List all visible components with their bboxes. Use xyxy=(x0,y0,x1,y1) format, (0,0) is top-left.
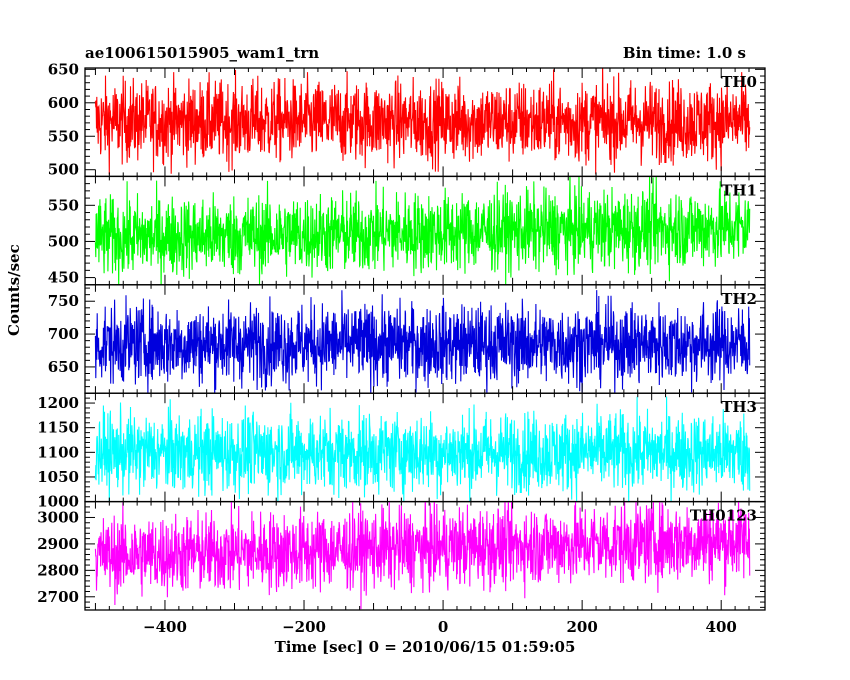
y-tick-label: 550 xyxy=(48,127,79,145)
y-axis-label: Counts/sec xyxy=(5,244,23,336)
x-tick-label: 200 xyxy=(566,618,597,636)
series-line-th2 xyxy=(94,290,751,394)
series-label-th3: TH3 xyxy=(721,398,757,416)
y-tick-label: 650 xyxy=(48,60,79,78)
x-tick-label: 0 xyxy=(438,618,448,636)
plot-title: ae100615015905_wam1_trn xyxy=(85,44,320,62)
series-line-th3 xyxy=(94,396,751,502)
x-axis-label: Time [sec] 0 = 2010/06/15 01:59:05 xyxy=(274,638,576,656)
y-tick-label: 750 xyxy=(48,292,79,310)
x-tick-label: −200 xyxy=(282,618,326,636)
y-tick-label: 2700 xyxy=(37,588,79,606)
series-label-th2: TH2 xyxy=(721,290,757,308)
x-tick-label: 400 xyxy=(706,618,737,636)
series-line-th0 xyxy=(94,68,751,175)
bin-time-label: Bin time: 1.0 s xyxy=(622,44,746,62)
y-tick-label: 450 xyxy=(48,269,79,287)
y-tick-label: 1100 xyxy=(37,443,79,461)
y-tick-label: 1000 xyxy=(37,493,79,511)
y-tick-label: 2900 xyxy=(37,535,79,553)
series-label-th1: TH1 xyxy=(721,181,757,199)
y-tick-label: 3000 xyxy=(37,508,79,526)
x-tick-label: −400 xyxy=(143,618,187,636)
panel-frame-th0123 xyxy=(84,500,766,611)
y-tick-label: 1200 xyxy=(37,394,79,412)
series-line-th1 xyxy=(94,176,751,285)
series-label-th0: TH0 xyxy=(721,73,757,91)
y-tick-label: 500 xyxy=(48,161,79,179)
y-tick-label: 650 xyxy=(48,358,79,376)
series-label-th0123: TH0123 xyxy=(690,507,757,525)
y-tick-label: 2800 xyxy=(37,561,79,579)
y-tick-label: 1150 xyxy=(37,419,79,437)
y-tick-label: 550 xyxy=(48,196,79,214)
series-line-th0123 xyxy=(94,501,751,610)
y-tick-label: 600 xyxy=(48,94,79,112)
y-tick-label: 1050 xyxy=(37,468,79,486)
y-tick-label: 500 xyxy=(48,232,79,250)
y-tick-label: 700 xyxy=(48,325,79,343)
